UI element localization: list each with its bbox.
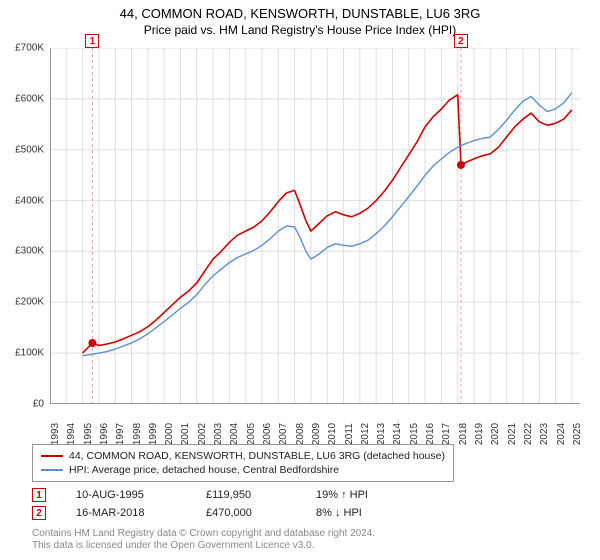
legend-item: HPI: Average price, detached house, Cent… — [41, 463, 445, 477]
sale-delta: 8% ↓ HPI — [316, 507, 406, 519]
x-tick-label: 2001 — [180, 423, 191, 445]
footer-attribution: Contains HM Land Registry data © Crown c… — [32, 528, 375, 552]
x-tick-label: 2006 — [262, 423, 273, 445]
chart-sale-marker: 2 — [454, 34, 468, 48]
legend-swatch — [41, 469, 63, 471]
y-tick-label: £400K — [15, 195, 44, 206]
x-tick-label: 2017 — [441, 423, 452, 445]
chart-plot-area: 12 — [50, 48, 580, 404]
legend-item: 44, COMMON ROAD, KENSWORTH, DUNSTABLE, L… — [41, 449, 445, 463]
y-tick-label: £0 — [33, 399, 44, 410]
x-tick-label: 2005 — [246, 423, 257, 445]
x-tick-label: 2014 — [392, 423, 403, 445]
chart-container: 44, COMMON ROAD, KENSWORTH, DUNSTABLE, L… — [0, 0, 600, 560]
sale-row: 1 10-AUG-1995 £119,950 19% ↑ HPI — [32, 486, 406, 504]
sale-marker-icon: 2 — [32, 506, 46, 520]
y-tick-label: £300K — [15, 246, 44, 257]
x-tick-label: 2011 — [344, 423, 355, 445]
footer-line: This data is licensed under the Open Gov… — [32, 540, 375, 552]
x-tick-label: 2023 — [539, 423, 550, 445]
chart-title: 44, COMMON ROAD, KENSWORTH, DUNSTABLE, L… — [0, 0, 600, 21]
x-tick-label: 2013 — [376, 423, 387, 445]
y-tick-label: £700K — [15, 43, 44, 54]
sale-price: £119,950 — [206, 489, 286, 501]
x-tick-label: 1999 — [148, 423, 159, 445]
legend-label: 44, COMMON ROAD, KENSWORTH, DUNSTABLE, L… — [69, 450, 445, 462]
x-tick-label: 1998 — [132, 423, 143, 445]
y-tick-label: £100K — [15, 348, 44, 359]
x-tick-label: 2025 — [572, 423, 583, 445]
sale-price: £470,000 — [206, 507, 286, 519]
x-tick-label: 2008 — [295, 423, 306, 445]
x-tick-label: 2016 — [425, 423, 436, 445]
x-tick-label: 2022 — [523, 423, 534, 445]
x-tick-label: 2007 — [278, 423, 289, 445]
x-axis: 1993199419951996199719981999200020012002… — [50, 406, 580, 440]
x-tick-label: 2003 — [213, 423, 224, 445]
x-tick-label: 2004 — [229, 423, 240, 445]
x-tick-label: 1994 — [66, 423, 77, 445]
x-tick-label: 2012 — [360, 423, 371, 445]
legend: 44, COMMON ROAD, KENSWORTH, DUNSTABLE, L… — [32, 444, 454, 482]
footer-line: Contains HM Land Registry data © Crown c… — [32, 528, 375, 540]
x-tick-label: 1997 — [115, 423, 126, 445]
x-tick-label: 2010 — [327, 423, 338, 445]
sales-table: 1 10-AUG-1995 £119,950 19% ↑ HPI 2 16-MA… — [32, 486, 406, 522]
x-tick-label: 2000 — [164, 423, 175, 445]
sale-delta: 19% ↑ HPI — [316, 489, 406, 501]
chart-svg — [50, 48, 580, 404]
legend-swatch — [41, 455, 63, 457]
sale-date: 16-MAR-2018 — [76, 507, 176, 519]
x-tick-label: 1996 — [99, 423, 110, 445]
x-tick-label: 1995 — [83, 423, 94, 445]
y-tick-label: £500K — [15, 144, 44, 155]
sale-marker-icon: 1 — [32, 488, 46, 502]
sale-row: 2 16-MAR-2018 £470,000 8% ↓ HPI — [32, 504, 406, 522]
x-tick-label: 2024 — [556, 423, 567, 445]
y-axis: £0£100K£200K£300K£400K£500K£600K£700K — [0, 48, 48, 404]
y-tick-label: £600K — [15, 93, 44, 104]
legend-label: HPI: Average price, detached house, Cent… — [69, 464, 339, 476]
sale-date: 10-AUG-1995 — [76, 489, 176, 501]
x-tick-label: 1993 — [50, 423, 61, 445]
x-tick-label: 2009 — [311, 423, 322, 445]
x-tick-label: 2019 — [474, 423, 485, 445]
y-tick-label: £200K — [15, 297, 44, 308]
x-tick-label: 2018 — [458, 423, 469, 445]
x-tick-label: 2021 — [507, 423, 518, 445]
x-tick-label: 2020 — [490, 423, 501, 445]
x-tick-label: 2002 — [197, 423, 208, 445]
x-tick-label: 2015 — [409, 423, 420, 445]
chart-sale-marker: 1 — [85, 34, 99, 48]
